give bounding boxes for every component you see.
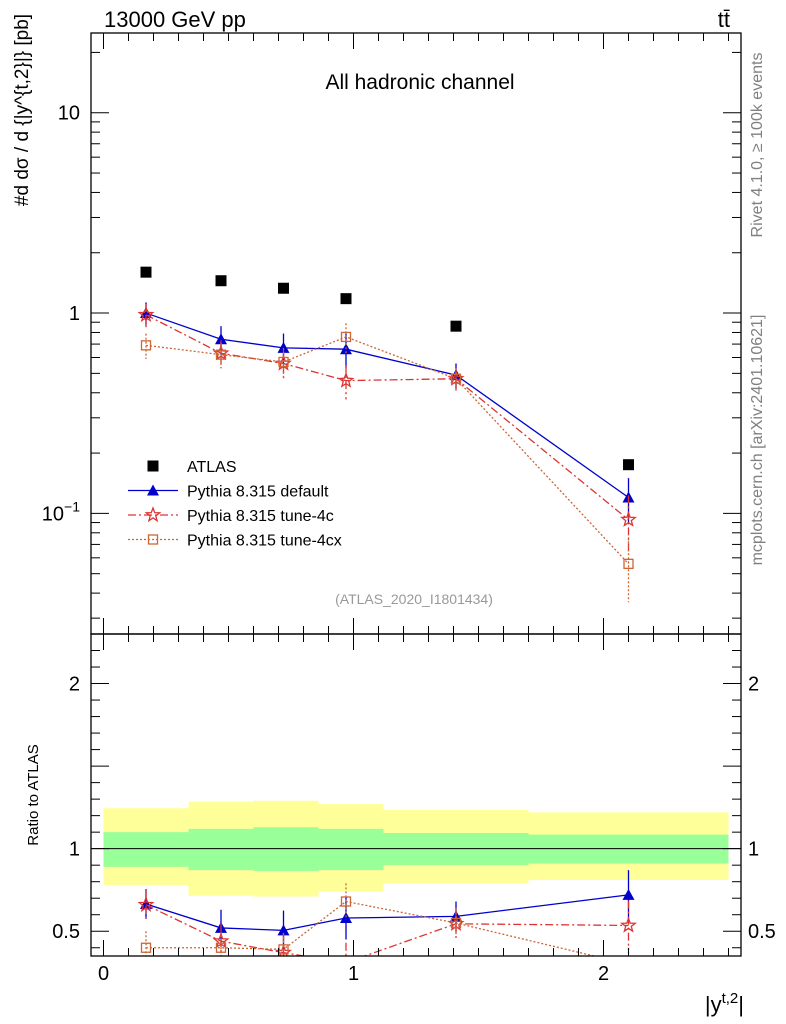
series-line-pythia-8-315-tune-4cx [145,336,629,565]
ratio-y-tick-label-right: 2 [748,674,759,696]
x-axis-title-sup: t,2 [722,990,739,1007]
main-panel-series [137,266,637,603]
ratio-panel-series [137,870,637,969]
legend-label-atlas: ATLAS [187,459,237,476]
ratio-point-pythia-8-315-tune-4cx [340,896,352,907]
main-y-tick-label: 10 [58,103,80,125]
ratio-y-axis-title: Ratio to ATLAS [25,744,42,845]
energy-label: 13000 GeV pp [104,7,246,32]
legend-label-pythia-8-315-tune-4cx: Pythia 8.315 tune-4cx [187,533,342,550]
ratio-point-pythia-8-315-tune-4cx [215,942,227,953]
ratio-y-tick-label-right: 1 [748,839,759,861]
point-pythia-8-315-tune-4cx [278,356,289,368]
ratio-point-pythia-8-315-tune-4cx [140,942,152,953]
ratio-y-tick-label-right: 0.5 [748,921,776,943]
ratio-line-pythia-8-315-tune-4cx [146,900,597,956]
ratio-band-inner [188,828,254,871]
x-tick-label: 1 [348,963,359,985]
legend-marker-atlas [147,460,159,472]
legend-marker-pythia-8-315-tune-4cx [147,534,159,545]
ratio-point-pythia-8-315-default [277,924,290,936]
point-pythia-8-315-tune-4c [620,510,637,527]
main-y-tick-label: 10−1 [42,498,80,525]
rivet-version-label: Rivet 4.1.0, ≥ 100k events [749,53,766,238]
main-y-axis-title: #d dσ / d {|y^{t,2}|} [pb] [12,14,33,206]
ratio-point-pythia-8-315-tune-4c [137,895,155,912]
ratio-point-pythia-8-315-default [340,912,352,924]
channel-label: All hadronic channel [325,71,514,94]
point-pythia-8-315-default [277,341,290,353]
ratio-y-tick-label-left: 1 [69,839,80,861]
ratio-y-tick-label-left: 2 [69,674,80,696]
point-pythia-8-315-tune-4cx [340,331,352,343]
ratio-point-pythia-8-315-tune-4cx [450,917,462,929]
ratio-band-inner [103,832,189,867]
ratio-y-tick-label-left: 0.5 [52,921,80,943]
point-pythia-8-315-tune-4c [137,305,155,322]
point-pythia-8-315-default [215,333,227,345]
axes: 0 1 2 10−1 1 10 0.5 0.5 1 1 2 2 [42,32,776,985]
point-pythia-8-315-tune-4cx [623,558,634,569]
mcplots-reference-label: mcplots.cern.ch [arXiv:2401.10621] [749,315,766,566]
point-atlas [215,275,227,287]
legend-label-pythia-8-315-default: Pythia 8.315 default [187,484,329,501]
legend-marker-pythia-8-315-tune-4c [144,506,162,523]
x-tick-label: 0 [98,963,109,985]
ratio-point-pythia-8-315-tune-4c [620,916,637,933]
ratio-band-inner [318,828,384,871]
point-atlas [140,266,152,278]
point-atlas [278,282,289,294]
point-pythia-8-315-tune-4cx [215,349,227,360]
series-line-pythia-8-315-tune-4c [145,314,629,521]
analysis-id: (ATLAS_2020_I1801434) [335,591,493,607]
x-axis-title-main: |y [705,992,722,1017]
ratio-line-pythia-8-315-default [145,894,629,932]
legend-label-pythia-8-315-tune-4c: Pythia 8.315 tune-4c [187,508,334,525]
x-tick-label: 2 [598,963,609,985]
point-atlas [450,320,462,332]
series-line-pythia-8-315-default [145,312,629,499]
point-pythia-8-315-tune-4cx [450,373,462,384]
point-atlas [340,293,352,305]
main-y-tick-label: 1 [69,303,80,325]
point-atlas [623,459,634,471]
x-axis-title: |yt,2| [705,990,744,1017]
ratio-point-pythia-8-315-tune-4cx [624,960,633,969]
legend-marker-pythia-8-315-default [147,484,159,496]
x-axis-title-close: | [738,992,744,1017]
ratio-point-pythia-8-315-default [622,888,635,900]
ratio-line-pythia-8-315-tune-4c [145,904,629,956]
process-label: tt̄ [718,7,730,32]
legend: ATLAS Pythia 8.315 default Pythia 8.315 tu… [128,459,342,550]
point-pythia-8-315-tune-4cx [140,340,152,351]
point-pythia-8-315-tune-4c [337,371,355,388]
ratio-panel-frame [90,633,742,957]
